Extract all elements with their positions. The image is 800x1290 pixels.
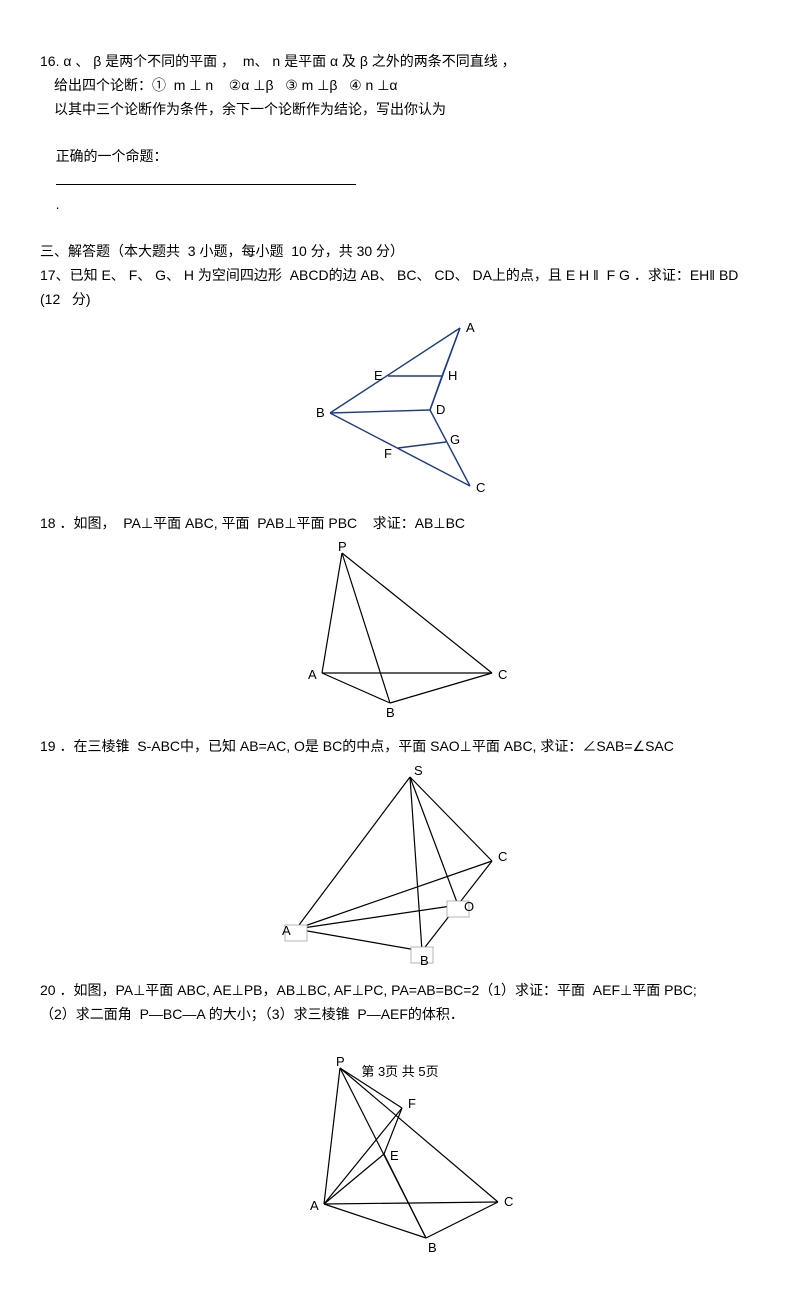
svg-text:G: G — [450, 432, 460, 447]
q16-line3: 以其中三个论断作为条件，余下一个论断作为结论，写出你认为 — [40, 98, 760, 122]
page-content: 16. α 、 β 是两个不同的平面 ， m、 n 是平面 α 及 β 之外的两… — [0, 0, 800, 1290]
figure-18-svg: P A B C — [270, 541, 530, 721]
q18-text: 18 ．如图， PA⊥平面 ABC, 平面 PAB⊥平面 PBC 求证：AB⊥B… — [40, 512, 760, 536]
svg-text:A: A — [466, 320, 475, 335]
svg-text:C: C — [476, 480, 485, 495]
section3-heading: 三、解答题（本大题共 3 小题，每小题 10 分，共 30 分） — [40, 240, 760, 264]
svg-text:S: S — [414, 765, 423, 778]
q20-line2: （2）求二面角 P—BC—A 的大小；（3）求三棱锥 P—AEF的体积． — [40, 1003, 760, 1027]
svg-text:C: C — [498, 667, 507, 682]
q16-blank-suffix: . — [56, 196, 60, 212]
q16-line4-text: 正确的一个命题： — [56, 148, 168, 164]
q16-line4: 正确的一个命题： . — [40, 121, 760, 240]
svg-text:O: O — [464, 899, 474, 914]
figure-18: P A B C — [40, 541, 760, 729]
q16-line1: 16. α 、 β 是两个不同的平面 ， m、 n 是平面 α 及 β 之外的两… — [40, 50, 760, 74]
svg-text:E: E — [374, 368, 383, 383]
q20-line1: 20 ．如图，PA⊥平面 ABC, AE⊥PB，AB⊥BC, AF⊥PC, PA… — [40, 979, 760, 1003]
svg-text:A: A — [282, 923, 291, 938]
figure-19-svg: S A B C O — [260, 765, 540, 965]
svg-text:A: A — [310, 1198, 319, 1213]
svg-text:F: F — [408, 1096, 416, 1111]
figure-17: A B C D E H F G — [40, 318, 760, 506]
q16-blank — [56, 170, 356, 185]
page-footer: 第 3页 共 5页 — [0, 1061, 800, 1080]
svg-text:H: H — [448, 368, 457, 383]
svg-text:D: D — [436, 402, 445, 417]
svg-text:B: B — [386, 705, 395, 720]
svg-text:C: C — [498, 849, 507, 864]
figure-19: S A B C O — [40, 765, 760, 973]
figure-20-svg: PABCEF — [260, 1056, 540, 1256]
q19-text: 19 ．在三棱锥 S-ABC中，已知 AB=AC, O是 BC的中点，平面 SA… — [40, 735, 760, 759]
svg-text:B: B — [428, 1240, 437, 1255]
svg-text:A: A — [308, 667, 317, 682]
q17-text: 17、已知 E、 F、 G、 H 为空间四边形 ABCD的边 AB、 BC、 C… — [40, 264, 760, 312]
figure-17-svg: A B C D E H F G — [290, 318, 510, 498]
svg-text:B: B — [420, 953, 429, 965]
svg-text:P: P — [338, 541, 347, 554]
svg-text:C: C — [504, 1194, 513, 1209]
svg-text:B: B — [316, 405, 325, 420]
svg-text:E: E — [390, 1148, 399, 1163]
figure-20: PABCEF — [40, 1056, 760, 1264]
q16-line2: 给出四个论断：① m ⊥ n ②α ⊥β ③ m ⊥β ④ n ⊥α — [40, 74, 760, 98]
svg-text:F: F — [384, 446, 392, 461]
